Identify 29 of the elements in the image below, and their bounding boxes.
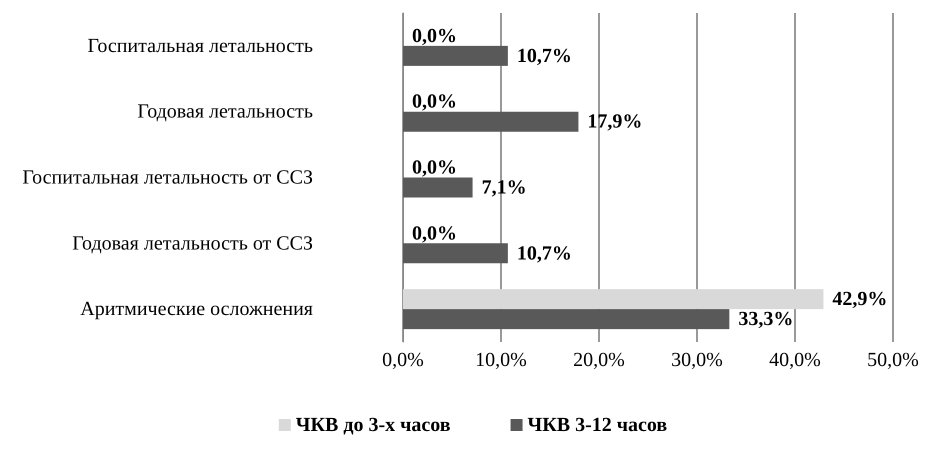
data-label: 33,3% (738, 308, 794, 330)
bar (403, 46, 508, 66)
data-label: 42,9% (832, 288, 888, 310)
data-label: 10,7% (516, 242, 572, 264)
x-tick-label: 50,0% (867, 349, 919, 371)
y-tick-label: Годовая летальность (137, 100, 313, 123)
data-label: 0,0% (412, 90, 457, 113)
data-label: 10,7% (516, 44, 572, 67)
y-tick-label: Годовая летальность от ССЗ (72, 232, 313, 254)
x-tick-label: 10,0% (475, 349, 527, 371)
bar (403, 289, 824, 310)
legend-label: ЧКВ 3-12 часов (528, 414, 668, 436)
y-tick-label: Аритмические осложнения (80, 298, 313, 320)
data-label: 7,1% (482, 176, 527, 198)
bar (403, 243, 508, 264)
y-tick-label: Госпитальная летальность от ССЗ (22, 166, 313, 188)
x-tick-label: 30,0% (671, 349, 723, 371)
data-label: 0,0% (412, 156, 457, 178)
data-label: 0,0% (412, 24, 457, 47)
x-tick-label: 0,0% (382, 349, 424, 371)
bar (403, 178, 473, 198)
legend-label: ЧКВ до 3-х часов (296, 414, 451, 436)
data-label: 0,0% (412, 222, 457, 244)
x-tick-label: 20,0% (573, 349, 625, 371)
y-tick-label: Госпитальная летальность (88, 34, 313, 57)
bar (403, 112, 578, 132)
bar (403, 309, 730, 330)
data-label: 17,9% (587, 110, 642, 133)
x-tick-label: 40,0% (769, 349, 821, 371)
